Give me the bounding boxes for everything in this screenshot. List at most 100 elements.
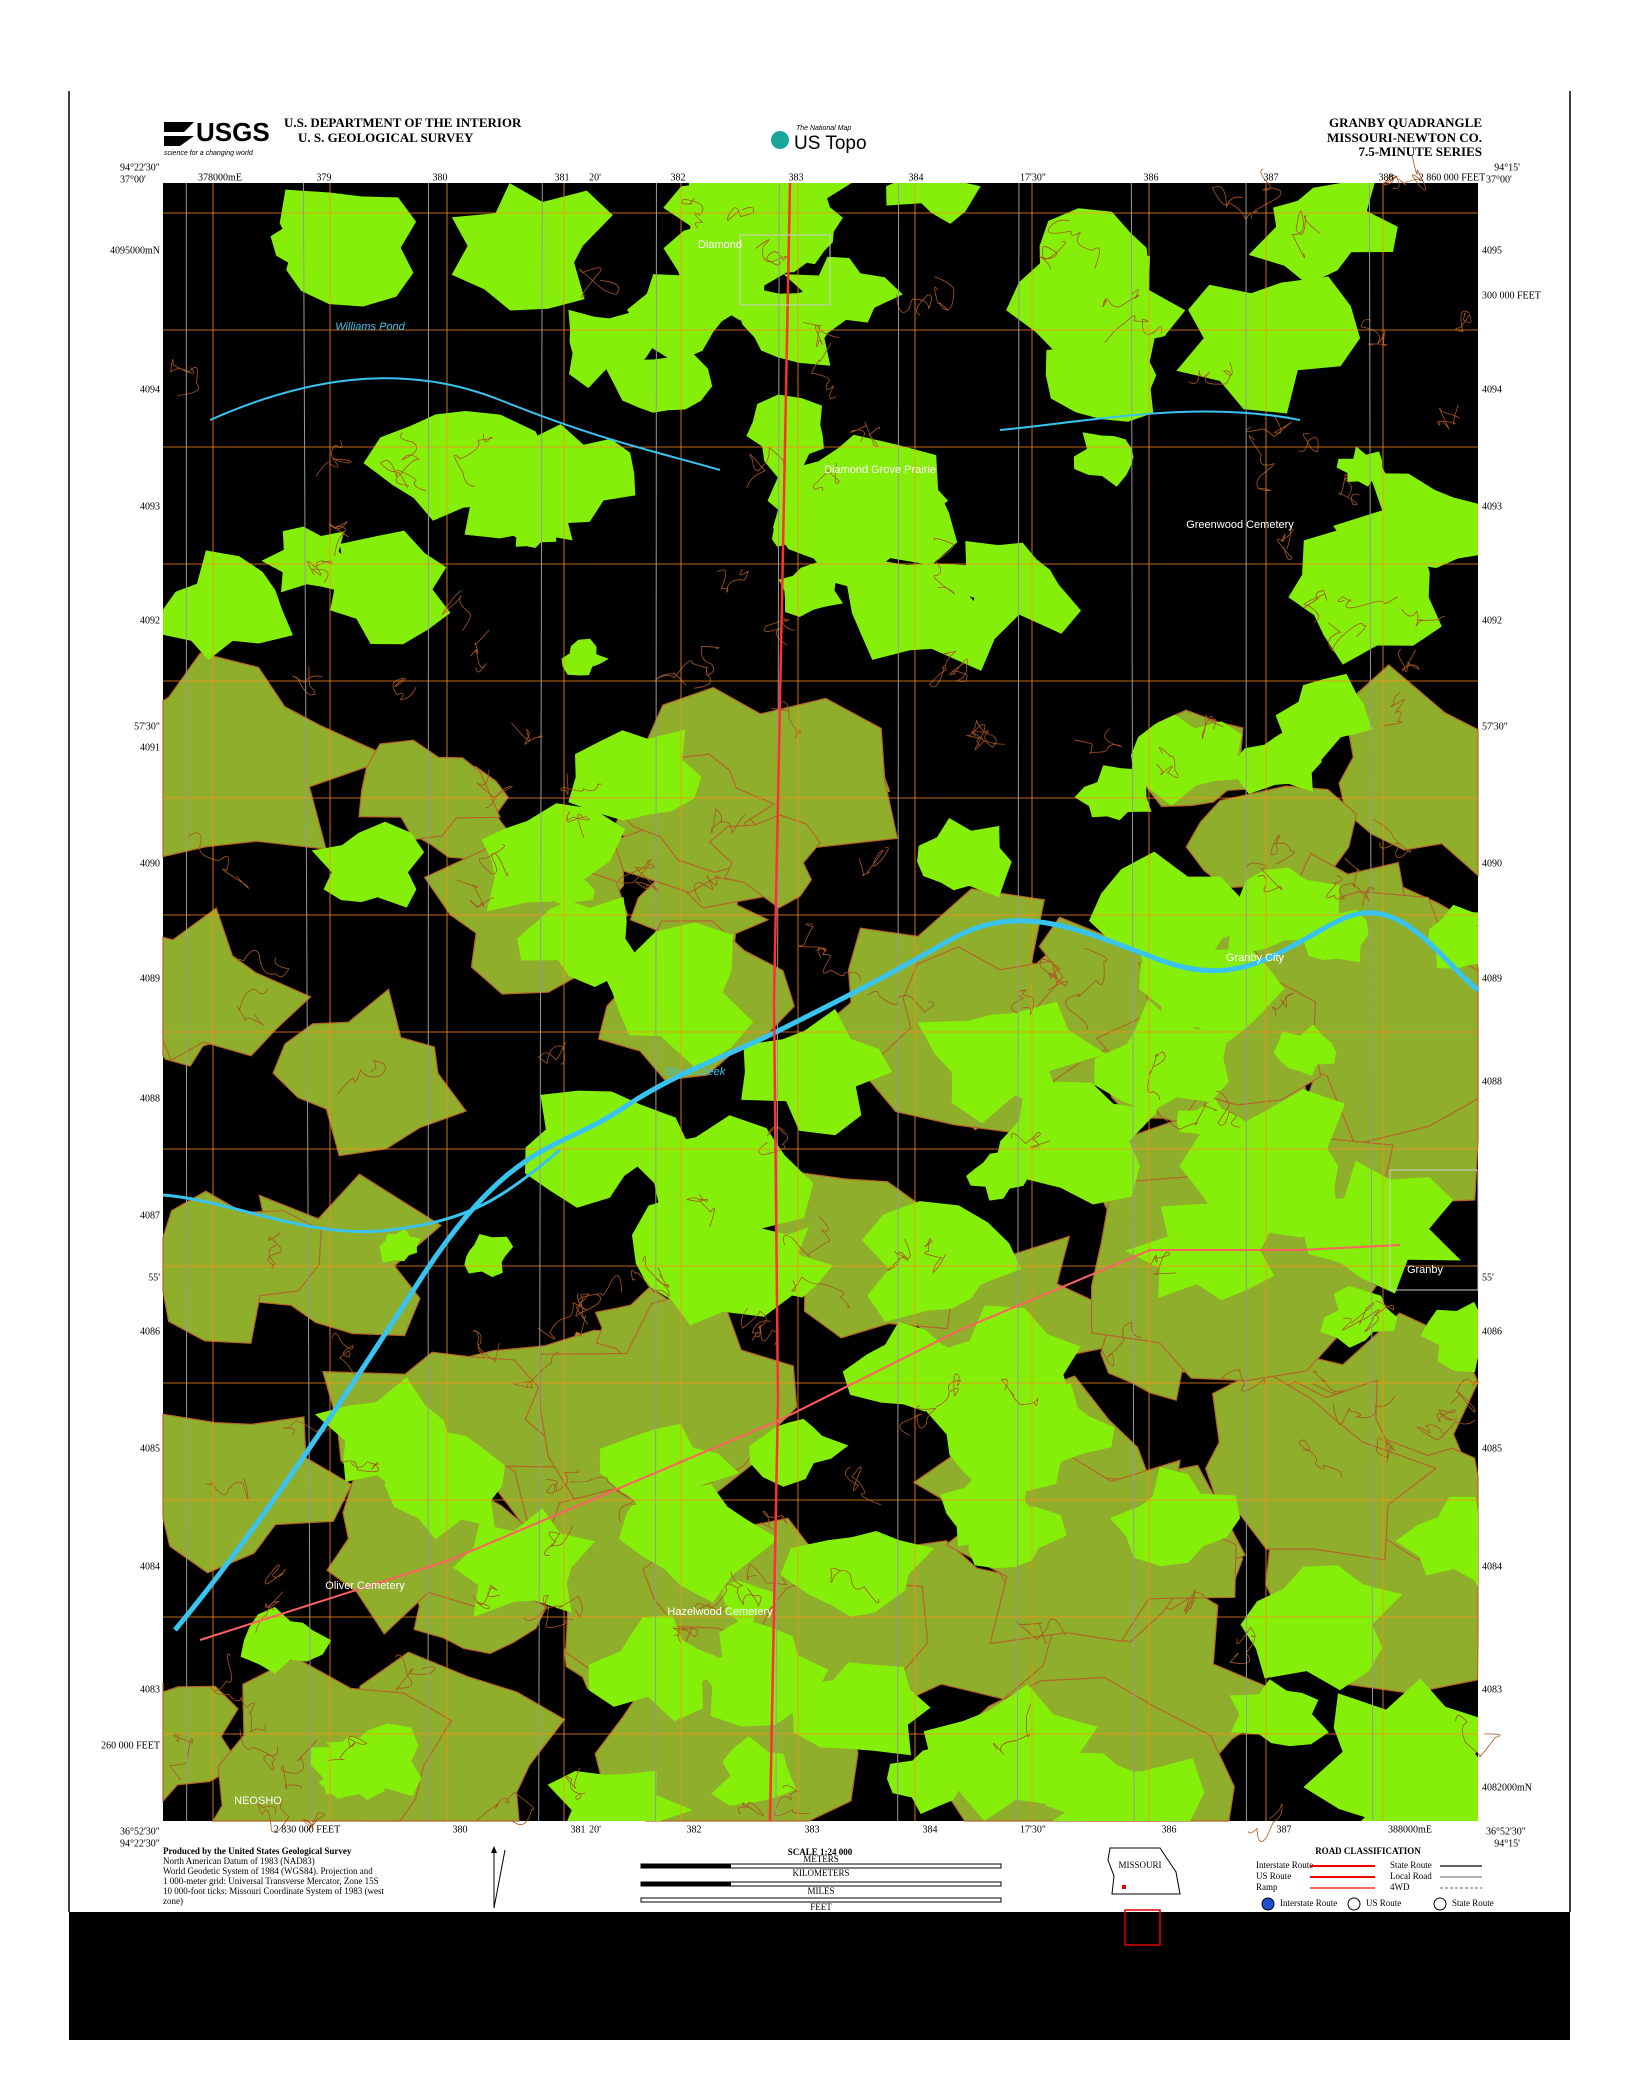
contour-line xyxy=(205,1477,249,1500)
local-road xyxy=(302,182,312,1822)
contour-line xyxy=(1328,622,1367,652)
contour-line xyxy=(456,879,494,908)
coord-label: 4088 xyxy=(140,1093,160,1104)
place-name: Shoal Creek xyxy=(665,1066,726,1078)
coord-label: 57'30" xyxy=(1482,721,1508,732)
contour-line xyxy=(771,701,801,738)
contour-line xyxy=(1298,432,1319,452)
usgs-logo: USGS science for a changing world xyxy=(164,117,270,157)
vegetation xyxy=(1233,726,1322,794)
corner-label: 94°15' xyxy=(1494,1838,1520,1849)
vegetation xyxy=(711,1736,797,1806)
shield-label: Interstate Route xyxy=(1280,1898,1337,1908)
vegetation xyxy=(917,818,1012,898)
contour-line xyxy=(328,521,350,557)
contour-line xyxy=(478,844,509,877)
contour-line xyxy=(929,650,957,688)
corner-label: 94°15' xyxy=(1494,162,1520,173)
contour-line xyxy=(472,1584,500,1609)
contour-line xyxy=(511,722,543,745)
coord-label: 4089 xyxy=(1482,973,1502,984)
vegetation xyxy=(1302,1160,1461,1294)
vegetation xyxy=(1179,1089,1345,1238)
quad-title: GRANBY QUADRANGLE xyxy=(1329,115,1482,130)
vegetation xyxy=(451,183,613,311)
coord-label: 4093 xyxy=(140,501,160,512)
contour-line xyxy=(1102,289,1140,308)
contour-line xyxy=(1299,1439,1343,1479)
contour-line xyxy=(342,1460,379,1473)
coord-label: 4092 xyxy=(140,615,160,626)
scale-title: SCALE 1:24 000 xyxy=(788,1847,853,1857)
coord-label: 20' xyxy=(589,1824,601,1835)
coord-label: 379 xyxy=(317,172,332,183)
vegetation xyxy=(1240,1565,1403,1691)
shield-label: State Route xyxy=(1452,1898,1494,1908)
contour-line xyxy=(569,1476,636,1522)
contour-line xyxy=(949,658,969,682)
vegetation xyxy=(1336,446,1388,487)
vegetation xyxy=(163,550,293,660)
vegetation xyxy=(741,1008,893,1136)
vegetation xyxy=(561,638,609,676)
contour-line xyxy=(331,1332,356,1376)
contour-line xyxy=(1332,1395,1396,1425)
contour-line xyxy=(672,1625,699,1643)
contour-line xyxy=(934,276,955,311)
vegetation xyxy=(1094,999,1229,1113)
scale-bar-fill xyxy=(641,1882,731,1886)
vegetation xyxy=(721,1580,777,1628)
contour-line xyxy=(472,1330,500,1363)
vegetation xyxy=(993,1081,1159,1205)
contour-line xyxy=(1039,959,1069,991)
contour-line xyxy=(746,446,787,489)
contour-line xyxy=(210,1653,243,1702)
contour-line xyxy=(642,1256,670,1288)
place-name: Oliver Cemetery xyxy=(325,1580,405,1592)
vegetation xyxy=(778,562,843,617)
coord-label: 4092 xyxy=(1482,615,1502,626)
local-road xyxy=(775,182,780,1822)
contour-line xyxy=(812,462,840,492)
contour-line xyxy=(302,1812,325,1832)
coord-label: 4090 xyxy=(1482,858,1502,869)
contour-line xyxy=(476,769,513,808)
contour-line xyxy=(337,1059,386,1095)
contour-line xyxy=(1337,596,1398,609)
contour-line xyxy=(1183,1589,1206,1615)
corner-label: 94°22'30" xyxy=(120,1838,160,1849)
coord-label: 4088 xyxy=(1482,1076,1502,1087)
contour-line xyxy=(170,358,200,396)
contour-line xyxy=(1248,435,1275,491)
contour-line xyxy=(392,677,417,701)
contour-line xyxy=(1101,1322,1142,1367)
contour-line xyxy=(710,808,747,835)
vegetation xyxy=(1338,664,1479,877)
local-road xyxy=(1368,182,1374,1822)
contour-line xyxy=(1229,1626,1256,1664)
route-shield xyxy=(1433,1897,1447,1911)
road-class: 4WD xyxy=(1390,1882,1410,1892)
place-name: Diamond xyxy=(698,239,742,251)
road-class: Local Road xyxy=(1390,1871,1432,1881)
contour-line xyxy=(1363,1300,1395,1333)
river xyxy=(173,910,1480,1632)
local-road xyxy=(538,182,543,1822)
coord-label: 383 xyxy=(805,1824,820,1835)
contour-line xyxy=(1150,1251,1177,1275)
contour-line xyxy=(1047,219,1100,269)
north-arrow xyxy=(491,1846,506,1909)
coord-label: 57'30" xyxy=(134,721,160,732)
contour-line xyxy=(1398,155,1427,191)
vegetation xyxy=(918,1370,1068,1494)
coord-label: 4090 xyxy=(140,858,160,869)
coord-label: 4095 xyxy=(1482,245,1502,256)
coord-label: 4082000mN xyxy=(1482,1782,1532,1793)
route-shield xyxy=(1347,1897,1361,1911)
vegetation xyxy=(708,814,822,909)
scale-bar-fill xyxy=(641,1864,731,1868)
logo-tagline: science for a changing world xyxy=(164,150,254,157)
coord-label: 4084 xyxy=(1482,1561,1502,1572)
contour-line xyxy=(758,1126,789,1156)
vegetation xyxy=(966,1151,1029,1201)
